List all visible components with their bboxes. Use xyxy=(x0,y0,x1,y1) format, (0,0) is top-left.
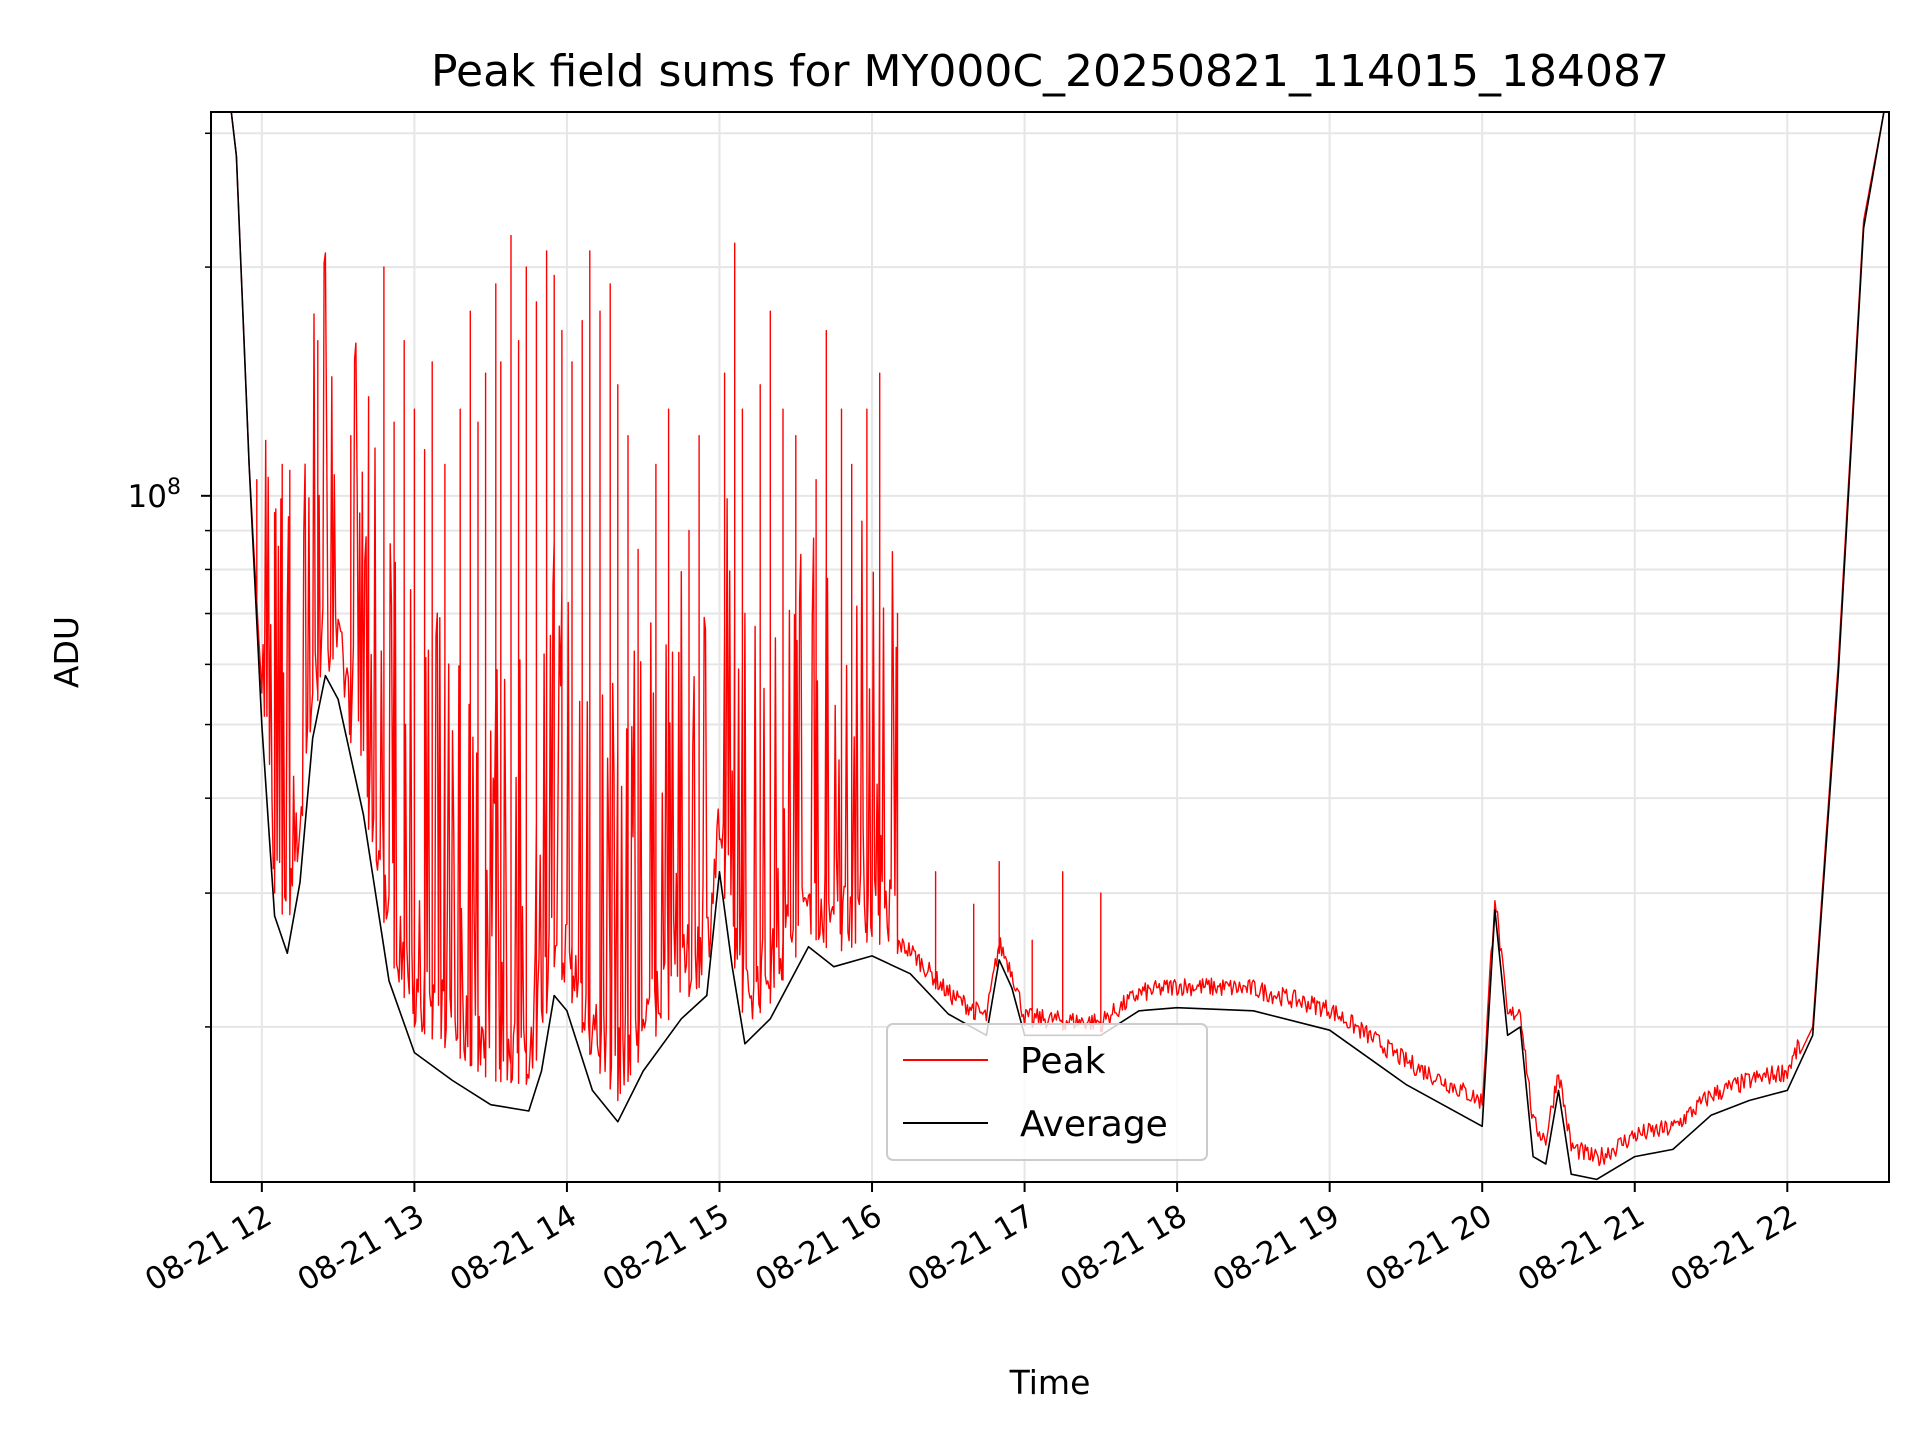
plot-frame xyxy=(210,111,1890,1183)
chart-title: Peak field sums for MY000C_20250821_1140… xyxy=(431,46,1669,97)
average-series-line xyxy=(230,112,1885,1181)
y-axis: 108 xyxy=(128,132,211,1028)
legend-box xyxy=(886,1023,1208,1161)
legend: Peak Average xyxy=(886,1023,1208,1161)
peak-series-line xyxy=(230,112,1885,1167)
y-tick-label: 108 xyxy=(128,475,181,515)
grid xyxy=(211,112,1889,1182)
legend-average-label: Average xyxy=(1020,1104,1168,1145)
legend-peak-label: Peak xyxy=(1020,1041,1106,1082)
y-axis-title: ADU xyxy=(47,616,86,688)
series-layer xyxy=(230,112,1885,1181)
x-axis-title: Time xyxy=(1009,1363,1091,1402)
